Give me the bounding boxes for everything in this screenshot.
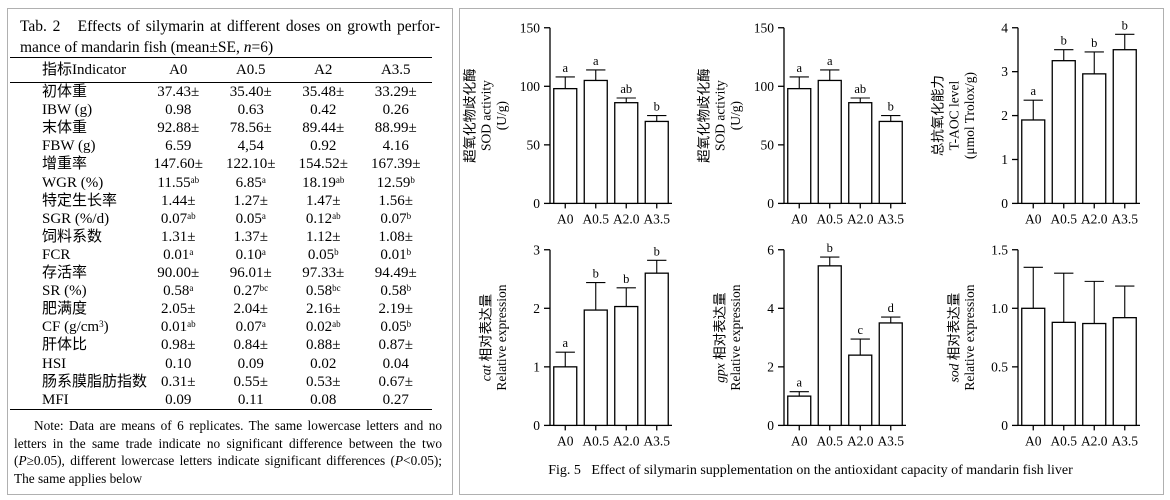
svg-text:a: a: [1030, 84, 1036, 98]
svg-text:2: 2: [1001, 108, 1008, 123]
svg-text:b: b: [1122, 18, 1128, 32]
svg-text:150: 150: [754, 20, 775, 35]
svg-text:a: a: [562, 336, 568, 350]
svg-text:0: 0: [767, 418, 774, 433]
svg-text:50: 50: [761, 137, 775, 152]
svg-text:(U/g): (U/g): [494, 101, 509, 130]
svg-text:1.0: 1.0: [991, 301, 1008, 316]
svg-text:A0.5: A0.5: [816, 211, 843, 226]
svg-text:gpx 相对表达量: gpx 相对表达量: [712, 292, 727, 382]
svg-text:b: b: [654, 244, 660, 258]
svg-text:A2.0: A2.0: [613, 433, 640, 448]
svg-text:A0: A0: [557, 433, 574, 448]
svg-text:(U/g): (U/g): [728, 101, 743, 130]
svg-text:b: b: [654, 100, 660, 114]
svg-text:A2.0: A2.0: [613, 211, 640, 226]
svg-text:b: b: [593, 267, 599, 281]
svg-text:4: 4: [1001, 20, 1008, 35]
svg-text:T-AOC level: T-AOC level: [946, 81, 961, 151]
svg-text:Relative expression: Relative expression: [962, 284, 977, 390]
svg-text:A2.0: A2.0: [1081, 433, 1108, 448]
svg-text:3: 3: [1001, 64, 1008, 79]
svg-text:超氧化物歧化酶: 超氧化物歧化酶: [697, 68, 712, 163]
svg-text:A2.0: A2.0: [847, 211, 874, 226]
svg-text:A3.5: A3.5: [877, 433, 904, 448]
svg-text:总抗氧化能力: 总抗氧化能力: [931, 75, 946, 156]
svg-text:A2.0: A2.0: [1081, 211, 1108, 226]
svg-text:(μmol Trolox/g): (μmol Trolox/g): [962, 72, 977, 159]
svg-text:a: a: [796, 376, 802, 390]
svg-text:A3.5: A3.5: [1111, 433, 1138, 448]
svg-text:ab: ab: [854, 82, 866, 96]
svg-text:100: 100: [520, 79, 541, 94]
svg-text:1: 1: [533, 359, 540, 374]
svg-text:0: 0: [533, 196, 540, 211]
svg-text:3: 3: [533, 242, 540, 257]
svg-text:0: 0: [767, 196, 774, 211]
svg-text:1.5: 1.5: [991, 242, 1008, 257]
svg-text:A3.5: A3.5: [877, 211, 904, 226]
svg-text:c: c: [857, 323, 863, 337]
svg-text:A0: A0: [1025, 211, 1042, 226]
svg-text:0: 0: [1001, 418, 1008, 433]
svg-text:A0.5: A0.5: [1050, 433, 1077, 448]
svg-text:SOD activity: SOD activity: [712, 80, 727, 151]
svg-text:0.5: 0.5: [991, 359, 1008, 374]
svg-text:0: 0: [533, 418, 540, 433]
svg-text:a: a: [796, 61, 802, 75]
svg-text:A0: A0: [791, 211, 808, 226]
svg-text:ab: ab: [620, 82, 632, 96]
svg-text:A2.0: A2.0: [847, 433, 874, 448]
svg-text:2: 2: [767, 359, 774, 374]
svg-text:a: a: [827, 54, 833, 68]
svg-text:b: b: [623, 272, 629, 286]
svg-text:b: b: [827, 241, 833, 255]
svg-text:A3.5: A3.5: [643, 433, 670, 448]
svg-text:超氧化物歧化酶: 超氧化物歧化酶: [463, 68, 478, 163]
svg-text:cat 相对表达量: cat 相对表达量: [478, 294, 493, 381]
svg-text:b: b: [1091, 36, 1097, 50]
svg-text:a: a: [562, 61, 568, 75]
svg-text:A3.5: A3.5: [1111, 211, 1138, 226]
svg-text:50: 50: [527, 137, 541, 152]
svg-text:1: 1: [1001, 152, 1008, 167]
svg-text:150: 150: [520, 20, 541, 35]
svg-text:A0.5: A0.5: [816, 433, 843, 448]
svg-text:sod 相对表达量: sod 相对表达量: [946, 293, 961, 383]
svg-text:b: b: [1061, 34, 1067, 48]
svg-text:Relative expression: Relative expression: [728, 284, 743, 390]
svg-text:0: 0: [1001, 196, 1008, 211]
svg-text:b: b: [888, 100, 894, 114]
svg-text:6: 6: [767, 242, 774, 257]
svg-text:A0: A0: [557, 211, 574, 226]
svg-text:2: 2: [533, 301, 540, 316]
svg-text:A0: A0: [791, 433, 808, 448]
svg-text:Relative expression: Relative expression: [494, 284, 509, 390]
svg-text:A0.5: A0.5: [1050, 211, 1077, 226]
svg-text:a: a: [593, 54, 599, 68]
svg-text:d: d: [888, 301, 895, 315]
svg-text:A0: A0: [1025, 433, 1042, 448]
svg-text:A3.5: A3.5: [643, 211, 670, 226]
svg-text:A0.5: A0.5: [582, 433, 609, 448]
svg-text:SOD activity: SOD activity: [478, 80, 493, 151]
svg-text:A0.5: A0.5: [582, 211, 609, 226]
svg-text:100: 100: [754, 79, 775, 94]
svg-text:4: 4: [767, 301, 774, 316]
